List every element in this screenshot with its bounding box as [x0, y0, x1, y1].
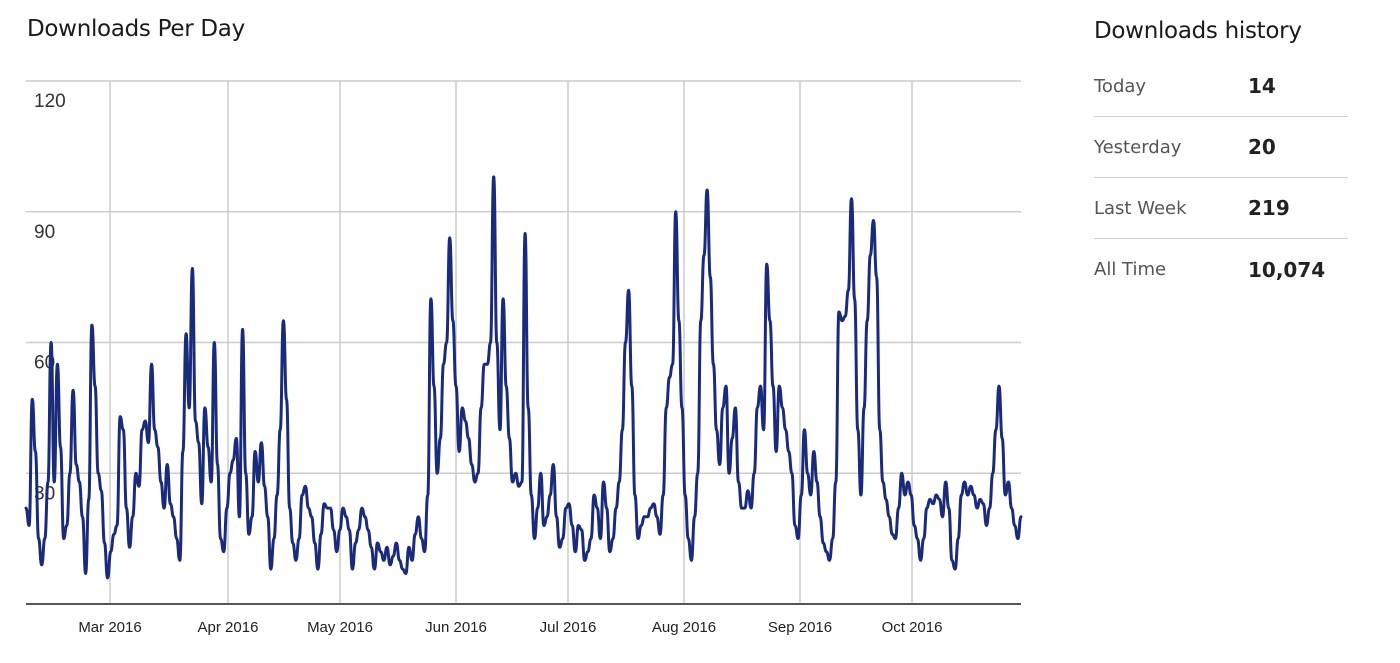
x-tick-label: Apr 2016	[198, 619, 259, 636]
x-tick-label: Jun 2016	[425, 619, 487, 636]
history-label: Yesterday	[1094, 136, 1182, 158]
y-tick-label: 90	[34, 222, 55, 243]
chart-title: Downloads Per Day	[27, 16, 245, 42]
history-row-today: Today 14	[1094, 56, 1348, 117]
history-value: 10,074	[1248, 257, 1326, 282]
y-tick-label: 30	[34, 483, 55, 504]
history-row-yesterday: Yesterday 20	[1094, 117, 1348, 178]
history-label: Last Week	[1094, 197, 1187, 219]
x-tick-label: May 2016	[307, 619, 373, 636]
history-value: 20	[1248, 135, 1276, 159]
x-axis-labels: Mar 2016 Apr 2016 May 2016 Jun 2016 Jul 2016…	[78, 619, 942, 636]
downloads-series-line	[24, 175, 1023, 580]
history-row-last-week: Last Week 219	[1094, 178, 1348, 239]
history-row-all-time: All Time 10,074	[1094, 239, 1348, 300]
history-label: Today	[1094, 75, 1147, 97]
y-tick-label: 120	[34, 91, 66, 112]
x-tick-label: Jul 2016	[540, 619, 597, 636]
history-value: 14	[1248, 74, 1276, 98]
history-label: All Time	[1094, 259, 1167, 280]
x-tick-label: Mar 2016	[78, 619, 141, 636]
downloads-history-panel: Downloads history Today 14 Yesterday 20 …	[1094, 18, 1348, 300]
x-tick-label: Sep 2016	[768, 619, 832, 636]
x-tick-label: Aug 2016	[652, 619, 716, 636]
history-value: 219	[1248, 196, 1290, 220]
x-tick-label: Oct 2016	[882, 619, 943, 636]
history-title: Downloads history	[1094, 18, 1302, 44]
